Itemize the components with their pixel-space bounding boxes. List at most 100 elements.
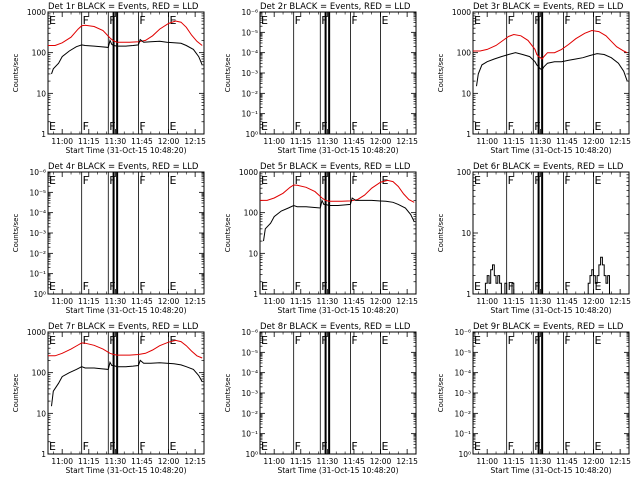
- marker-label-top: E: [595, 174, 602, 187]
- x-tick-label: 12:00: [583, 457, 605, 466]
- x-tick-label: 11:30: [105, 137, 127, 146]
- marker-label-top: F: [534, 334, 540, 347]
- x-tick-label: 11:00: [476, 137, 498, 146]
- y-tick-label: 10⁻¹: [241, 110, 258, 119]
- marker-label-bottom: F: [109, 440, 115, 453]
- marker-label-bottom: F: [534, 280, 540, 293]
- y-tick-label: 100: [32, 49, 47, 58]
- marker-label-top: F: [321, 174, 327, 187]
- y-tick-label: 1000: [27, 8, 46, 17]
- y-tick-label: 10⁻²: [241, 409, 258, 418]
- x-tick-label: 12:15: [609, 457, 631, 466]
- marker-label-bottom: E: [474, 280, 481, 293]
- x-tick-label: 12:15: [396, 137, 418, 146]
- marker-label-bottom: F: [295, 120, 301, 133]
- x-tick-label: 11:45: [131, 137, 153, 146]
- x-axis-label: Start Time (31-Oct-15 10:48:20): [65, 466, 186, 475]
- marker-label-top: E: [49, 334, 56, 347]
- series-line-lld: [48, 20, 203, 46]
- series-line-lld: [48, 339, 203, 359]
- marker-label-top: E: [170, 334, 177, 347]
- marker-label-top: E: [261, 14, 268, 27]
- marker-label-top: E: [170, 174, 177, 187]
- marker-label-bottom: E: [170, 280, 177, 293]
- marker-label-bottom: F: [295, 280, 301, 293]
- marker-label-bottom: F: [351, 120, 357, 133]
- marker-label-top: F: [139, 14, 145, 27]
- marker-label-bottom: F: [139, 440, 145, 453]
- marker-label-bottom: E: [595, 120, 602, 133]
- marker-label-bottom: E: [49, 120, 56, 133]
- marker-label-top: E: [49, 174, 56, 187]
- y-tick-label: 10: [461, 229, 471, 238]
- marker-label-top: F: [351, 334, 357, 347]
- marker-label-bottom: F: [534, 440, 540, 453]
- series-line-events: [51, 38, 203, 75]
- x-tick-label: 12:00: [370, 137, 392, 146]
- y-tick-label: 100: [32, 369, 47, 378]
- x-tick-label: 12:00: [158, 297, 180, 306]
- plot-frame: [47, 11, 205, 135]
- x-axis-label: Start Time (31-Oct-15 10:48:20): [490, 146, 611, 155]
- marker-label-bottom: E: [49, 440, 56, 453]
- x-tick-label: 11:45: [556, 297, 578, 306]
- y-tick-label: 100: [244, 209, 259, 218]
- y-tick-label: 10⁻⁵: [241, 28, 258, 37]
- x-tick-label: 11:30: [105, 297, 127, 306]
- y-tick-label: 100: [457, 168, 472, 177]
- marker-label-bottom: E: [595, 440, 602, 453]
- y-tick-label: 10⁻²: [241, 89, 258, 98]
- marker-label-top: F: [295, 334, 301, 347]
- y-tick-label: 1: [253, 290, 258, 299]
- x-tick-label: 11:00: [51, 457, 73, 466]
- x-tick-label: 11:30: [317, 297, 339, 306]
- x-tick-label: 11:45: [131, 457, 153, 466]
- x-tick-label: 12:15: [184, 137, 206, 146]
- y-axis-label: Counts/sec: [224, 54, 232, 93]
- marker-label-bottom: E: [261, 440, 268, 453]
- marker-label-bottom: E: [170, 440, 177, 453]
- series-line-events: [263, 197, 415, 242]
- marker-label-bottom: E: [261, 120, 268, 133]
- marker-label-top: E: [261, 334, 268, 347]
- x-tick-label: 11:00: [51, 297, 73, 306]
- y-tick-label: 1: [41, 130, 46, 139]
- chart-panel-3: Det 3r BLACK = Events, RED = LLD 1 10 100 10…: [437, 2, 631, 155]
- y-tick-label: 100: [457, 49, 472, 58]
- marker-label-bottom: F: [139, 120, 145, 133]
- x-tick-label: 12:00: [370, 457, 392, 466]
- plot-frame: [47, 331, 205, 455]
- y-tick-label: 10⁻¹: [29, 270, 46, 279]
- marker-label-bottom: E: [474, 440, 481, 453]
- y-axis-label: Counts/sec: [12, 374, 20, 413]
- plot-frame: [472, 11, 630, 135]
- chart-title: Det 9r BLACK = Events, RED = LLD: [473, 322, 624, 332]
- marker-label-bottom: F: [321, 120, 327, 133]
- marker-label-bottom: F: [83, 120, 89, 133]
- x-tick-label: 12:15: [609, 137, 631, 146]
- y-tick-label: 1000: [239, 168, 258, 177]
- x-axis-label: Start Time (31-Oct-15 10:48:20): [65, 306, 186, 315]
- marker-label-bottom: F: [83, 440, 89, 453]
- marker-label-top: E: [382, 334, 389, 347]
- marker-label-bottom: F: [564, 440, 570, 453]
- x-tick-label: 12:15: [396, 457, 418, 466]
- marker-label-top: F: [139, 174, 145, 187]
- marker-label-top: F: [83, 14, 89, 27]
- x-tick-label: 11:30: [530, 457, 552, 466]
- y-tick-label: 10⁻⁴: [241, 369, 258, 378]
- y-tick-label: 1: [466, 130, 471, 139]
- marker-label-bottom: F: [508, 280, 514, 293]
- marker-label-top: E: [170, 14, 177, 27]
- x-axis-label: Start Time (31-Oct-15 10:48:20): [65, 146, 186, 155]
- y-axis-label: Counts/sec: [437, 214, 445, 253]
- chart-title: Det 2r BLACK = Events, RED = LLD: [260, 2, 411, 12]
- plot-frame: [259, 331, 417, 455]
- x-tick-label: 11:00: [51, 137, 73, 146]
- x-tick-label: 12:15: [609, 297, 631, 306]
- x-tick-label: 11:15: [78, 297, 100, 306]
- x-tick-label: 11:45: [131, 297, 153, 306]
- marker-label-top: F: [534, 174, 540, 187]
- y-axis-label: Counts/sec: [224, 214, 232, 253]
- marker-label-top: F: [109, 334, 115, 347]
